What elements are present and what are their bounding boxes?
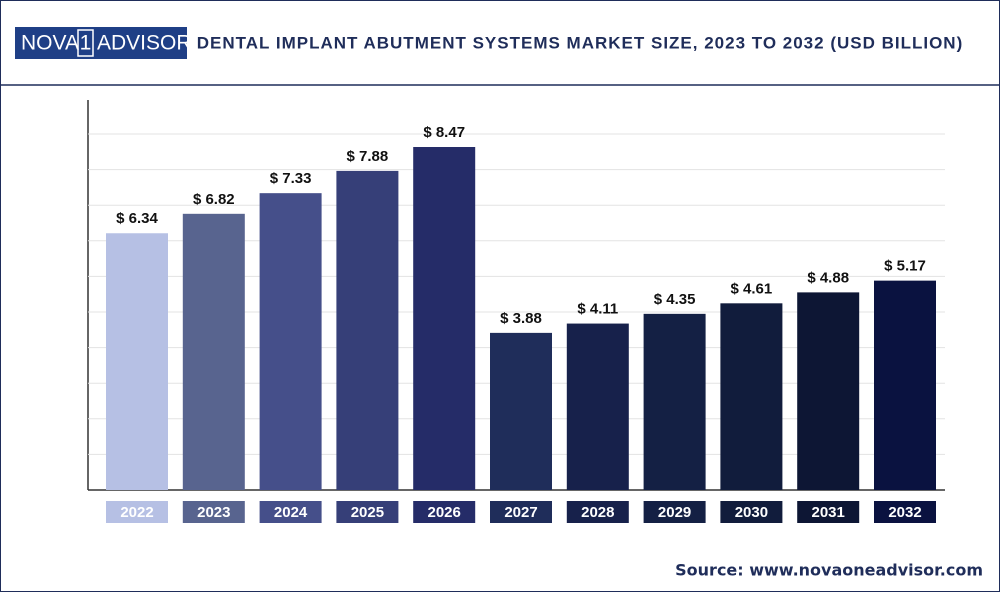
category-box <box>336 501 399 523</box>
bar <box>720 303 783 490</box>
chart-title: DENTAL IMPLANT ABUTMENT SYSTEMS MARKET S… <box>197 33 964 52</box>
logo-text: NOVA <box>21 32 79 55</box>
category-box <box>643 501 706 523</box>
logo-text: ADVISOR <box>97 32 192 55</box>
bar <box>874 280 936 490</box>
category-box <box>182 501 245 523</box>
category-box <box>720 501 783 523</box>
value-label: $ 8.47 <box>423 124 465 141</box>
bar <box>643 313 706 490</box>
x-tick-label: 2027 <box>504 504 537 521</box>
bar <box>566 323 629 490</box>
value-label: $ 7.88 <box>347 148 389 165</box>
logo-box <box>15 27 187 59</box>
x-tick-label: 2025 <box>351 504 384 521</box>
x-tick-label: 2026 <box>428 504 461 521</box>
x-tick-label: 2023 <box>197 504 230 521</box>
value-label: $ 6.34 <box>116 210 158 227</box>
bar <box>797 292 860 490</box>
value-label: $ 4.35 <box>654 291 696 308</box>
value-label: $ 4.88 <box>807 269 849 286</box>
x-tick-label: 2032 <box>888 504 921 521</box>
x-tick-label: 2030 <box>735 504 768 521</box>
x-tick-label: 2024 <box>274 504 308 521</box>
x-tick-label: 2022 <box>120 504 153 521</box>
logo-mark <box>77 29 94 57</box>
source: Source: www.novaoneadvisor.com <box>675 561 983 580</box>
bar <box>490 332 552 490</box>
category-box <box>490 501 552 523</box>
bar <box>182 213 245 490</box>
value-label: $ 5.17 <box>884 258 926 275</box>
x-tick-label: 2031 <box>812 504 845 521</box>
category-box <box>797 501 860 523</box>
category-box <box>566 501 629 523</box>
bar <box>336 170 399 490</box>
bar <box>413 147 476 490</box>
category-box <box>874 501 936 523</box>
category-box <box>413 501 476 523</box>
value-label: $ 7.33 <box>270 170 312 187</box>
value-label: $ 3.88 <box>500 310 542 327</box>
x-tick-label: 2028 <box>581 504 614 521</box>
bar <box>106 233 168 490</box>
value-label: $ 4.11 <box>577 301 618 318</box>
category-box <box>106 501 168 523</box>
bar <box>259 193 322 490</box>
value-label: $ 6.82 <box>193 191 235 208</box>
logo-text: 1 <box>80 32 92 55</box>
category-box <box>259 501 322 523</box>
value-label: $ 4.61 <box>731 280 773 297</box>
x-tick-label: 2029 <box>658 504 691 521</box>
